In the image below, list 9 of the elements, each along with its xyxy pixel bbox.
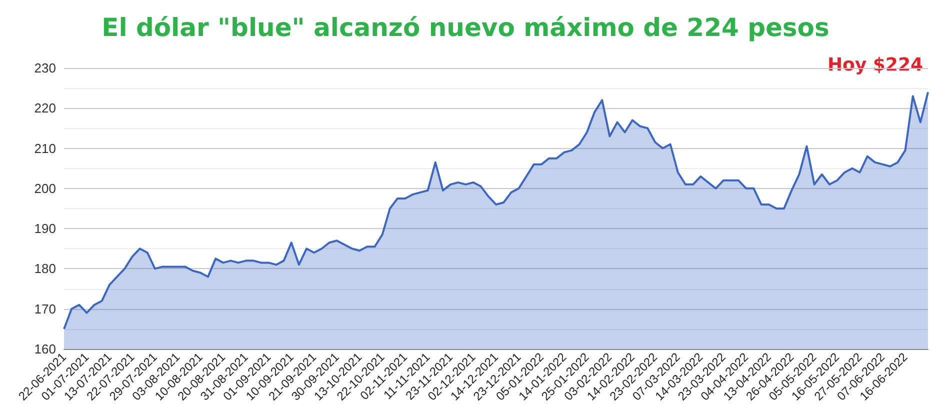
y-tick-label: 230 [34, 60, 56, 76]
y-tick-label: 220 [34, 100, 56, 116]
y-tick-label: 190 [34, 221, 56, 236]
y-tick-label: 170 [34, 301, 56, 316]
y-tick-label: 200 [34, 180, 56, 196]
y-tick-label: 160 [34, 342, 56, 356]
y-tick-label: 180 [34, 261, 56, 276]
y-tick-label: 210 [34, 140, 56, 156]
chart-title: El dólar "blue" alcanzó nuevo máximo de 224 pesos [102, 13, 830, 42]
